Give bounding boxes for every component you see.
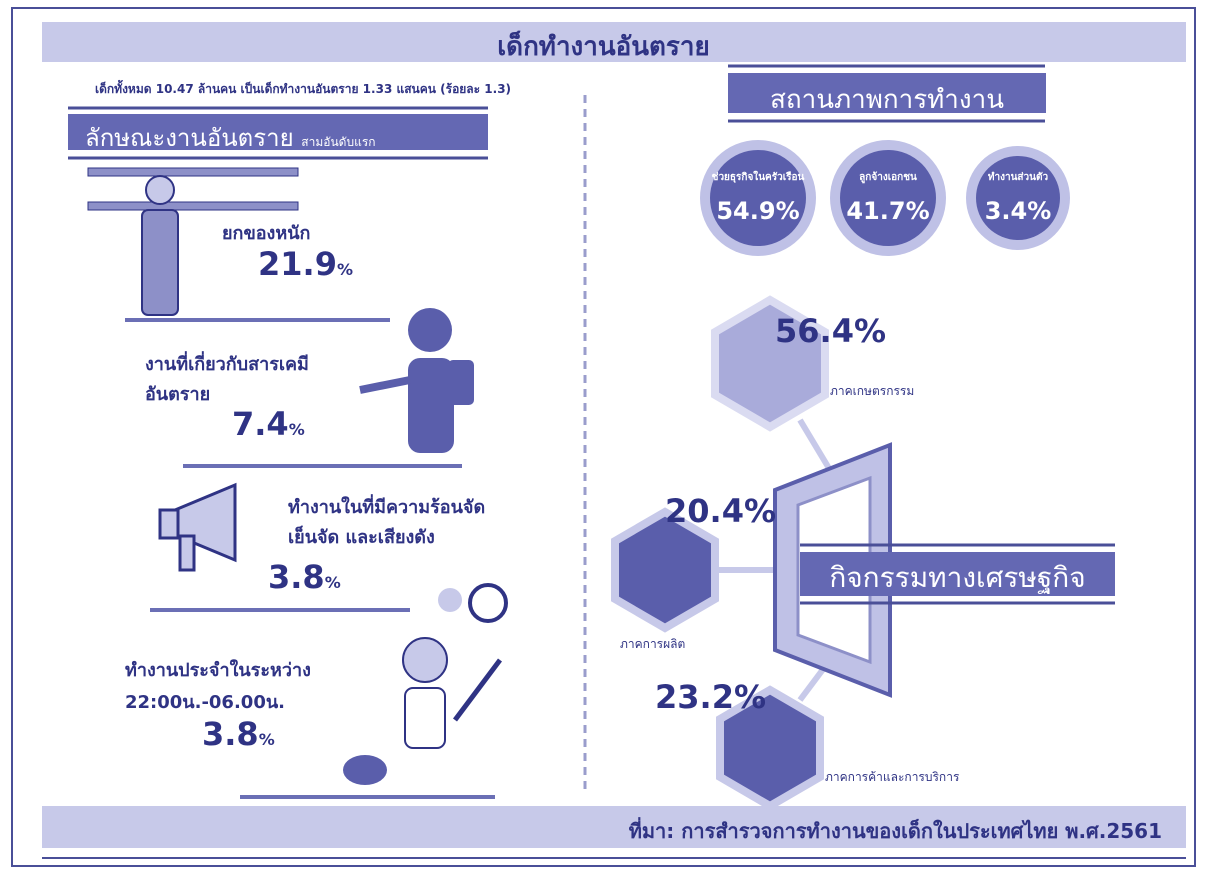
summary: เด็กทั้งหมด 10.47 ล้านคน เป็นเด็กทำงานอั… (95, 80, 511, 99)
status-value: 54.9% (700, 197, 816, 225)
hazard-label: ยกของหนัก (222, 218, 310, 247)
title: เด็กทำงานอันตราย (0, 26, 1207, 67)
heading-text: ลักษณะงานอันตราย (85, 124, 294, 152)
status-label: ทำงานส่วนตัว (960, 170, 1076, 185)
line: งานที่เกี่ยวกับสารเคมี (145, 350, 309, 380)
economic-value: 20.4% (665, 492, 776, 530)
hazard-value: 3.8% (268, 558, 341, 596)
economic-value: 23.2% (655, 678, 766, 716)
page: {"title": "เด็กทำงานอันตราย", "summary":… (0, 0, 1207, 875)
section-heading: กิจกรรมทางเศรษฐกิจ (800, 556, 1115, 600)
economic-label: ภาคเกษตรกรรม (830, 382, 914, 401)
hazard-label: ทำงานในที่มีความร้อนจัดเย็นจัด และเสียงด… (288, 493, 485, 553)
heading-sub: สามอันดับแรก (301, 135, 375, 149)
economic-label: ภาคการผลิต (620, 635, 685, 654)
unit: % (337, 260, 353, 279)
unit: % (259, 730, 275, 749)
status-label: ช่วยธุรกิจในครัวเรือน (700, 170, 816, 185)
hazard-label: งานที่เกี่ยวกับสารเคมีอันตราย (145, 350, 309, 410)
value: 21.9 (258, 245, 337, 283)
value: 3.8 (202, 715, 259, 753)
status-value: 41.7% (830, 197, 946, 225)
value: 3.8 (268, 558, 325, 596)
hazard-value: 7.4% (232, 405, 305, 443)
source: ที่มา: การสำรวจการทำงานของเด็กในประเทศไท… (629, 815, 1162, 847)
unit: % (289, 420, 305, 439)
hazard-value: 3.8% (202, 715, 275, 753)
line: เย็นจัด และเสียงดัง (288, 523, 485, 553)
unit: % (325, 573, 341, 592)
line: ทำงานในที่มีความร้อนจัด (288, 493, 485, 523)
economic-value: 56.4% (775, 312, 886, 350)
line: ทำงานประจำในระหว่าง (125, 655, 311, 687)
section-heading: สถานภาพการทำงาน (728, 79, 1046, 120)
value: 7.4 (232, 405, 289, 443)
infographic: เด็กทำงานอันตราย เด็กทั้งหมด 10.47 ล้านค… (0, 0, 1207, 875)
hazard-value: 21.9% (258, 245, 353, 283)
status-label: ลูกจ้างเอกชน (830, 170, 946, 185)
economic-label: ภาคการค้าและการบริการ (825, 768, 959, 787)
status-value: 3.4% (960, 197, 1076, 225)
section-heading: ลักษณะงานอันตราย สามอันดับแรก (85, 118, 376, 157)
